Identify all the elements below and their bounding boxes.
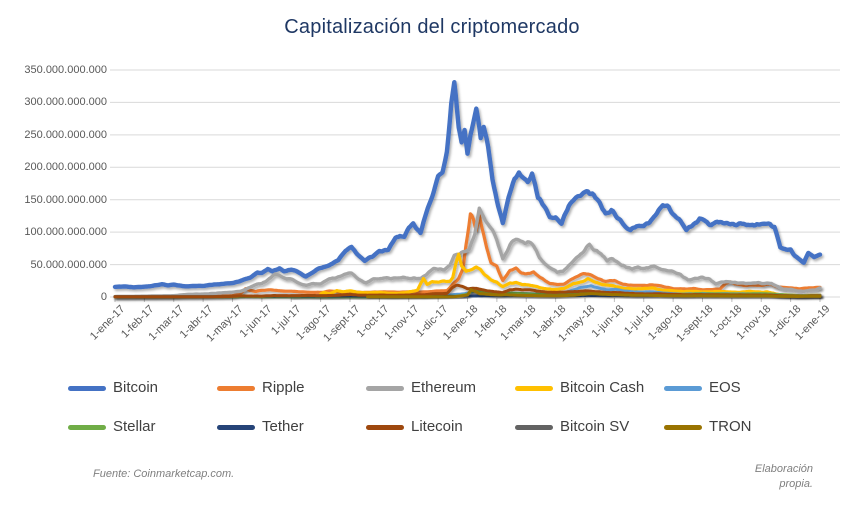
legend-label-bitcoin-sv: Bitcoin SV — [560, 418, 630, 435]
legend-item-stellar: Stellar — [68, 417, 217, 437]
gridlines — [110, 69, 840, 298]
legend-label-stellar: Stellar — [113, 418, 156, 435]
y-axis-tick-label: 150.000.000.000 — [24, 193, 107, 206]
legend-item-bitcoin-sv: Bitcoin SV — [515, 417, 664, 437]
legend-item-tron: TRON — [664, 417, 813, 437]
series-line-bitcoin — [112, 80, 823, 290]
y-axis-tick-label: 0 — [100, 291, 107, 303]
legend-swatch-bitcoin — [68, 385, 106, 391]
legend-item-bitcoin: Bitcoin — [68, 378, 217, 398]
legend-label-bitcoin: Bitcoin — [113, 379, 159, 396]
legend-swatch-ripple — [217, 385, 255, 391]
legend-swatch-bitcoin-cash — [515, 385, 553, 391]
y-axis-tick-label: 50.000.000.000 — [30, 258, 107, 271]
attribution-note: Elaboración propia. — [754, 463, 813, 490]
legend-swatch-litecoin — [366, 424, 404, 430]
series-line-bitcoin-cash — [319, 252, 822, 298]
legend-swatch-ethereum — [366, 385, 404, 391]
legend-label-ethereum: Ethereum — [411, 379, 477, 396]
series-line-tron — [366, 288, 822, 299]
series-line-ethereum — [113, 206, 822, 299]
legend-label-litecoin: Litecoin — [411, 418, 463, 435]
legend-swatch-tron — [664, 424, 702, 430]
legend-swatch-bitcoin-sv — [515, 424, 553, 430]
y-axis-tick-label: 300.000.000.000 — [24, 96, 107, 109]
legend-item-bitcoin-cash: Bitcoin Cash — [515, 378, 664, 398]
y-axis-tick-label: 100.000.000.000 — [24, 226, 107, 239]
legend-item-eos: EOS — [664, 378, 813, 398]
legend-swatch-eos — [664, 385, 702, 391]
legend-label-tether: Tether — [262, 418, 304, 435]
series-lines — [112, 80, 823, 299]
chart-legend: Bitcoin Ripple Ethereum Bitcoin Cash EOS Stel… — [68, 378, 813, 437]
axis-ticks — [114, 298, 821, 302]
legend-label-ripple: Ripple — [262, 379, 305, 396]
legend-item-litecoin: Litecoin — [366, 417, 515, 437]
legend-label-tron: TRON — [709, 418, 752, 435]
legend-item-ethereum: Ethereum — [366, 378, 515, 398]
source-note: Fuente: Coinmarketcap.com. — [93, 468, 235, 480]
legend-label-eos: EOS — [709, 379, 741, 396]
y-axis-tick-label: 200.000.000.000 — [24, 161, 107, 174]
chart-title: Capitalización del criptomercado — [284, 16, 580, 38]
y-axis-tick-label: 350.000.000.000 — [24, 64, 107, 76]
legend-swatch-stellar — [68, 424, 106, 430]
legend-item-tether: Tether — [217, 417, 366, 437]
legend-item-ripple: Ripple — [217, 378, 366, 398]
legend-label-bitcoin-cash: Bitcoin Cash — [560, 379, 645, 396]
legend-swatch-tether — [217, 424, 255, 430]
y-axis-tick-label: 250.000.000.000 — [24, 128, 107, 141]
